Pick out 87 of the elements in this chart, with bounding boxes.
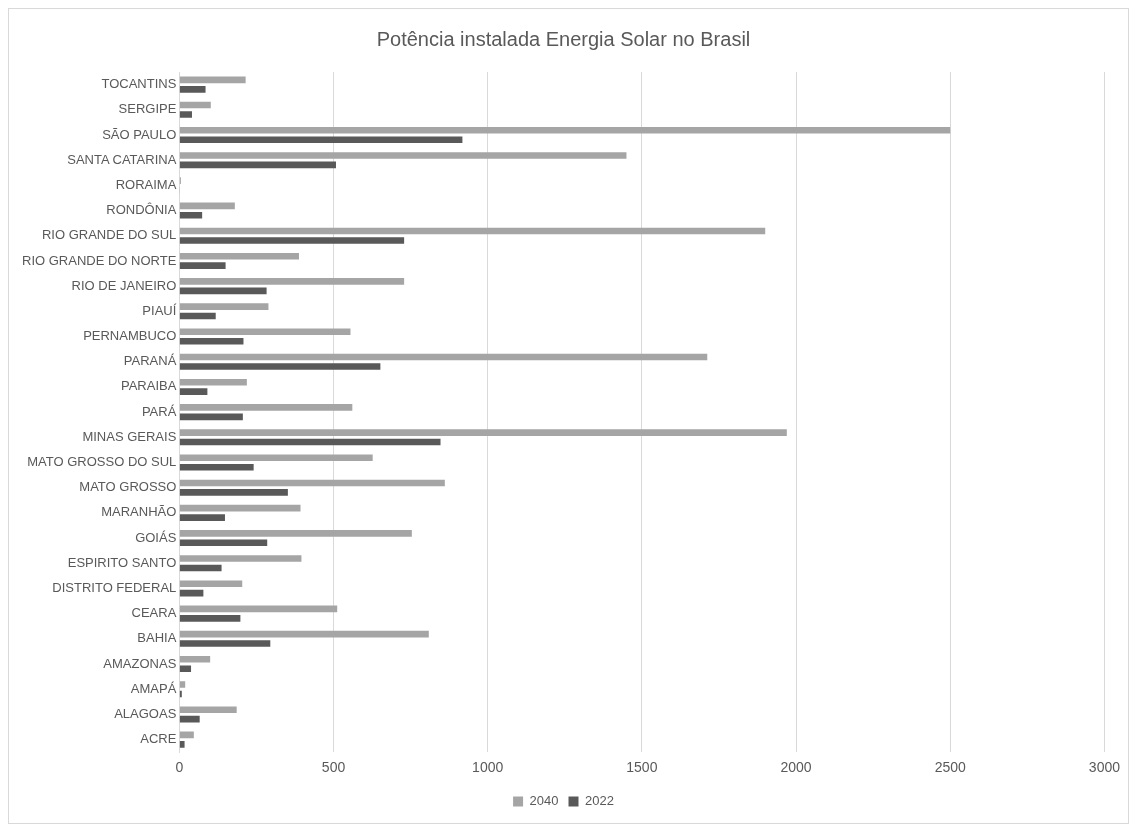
bar — [179, 161, 336, 169]
y-tick-label: ACRE — [140, 731, 177, 747]
y-tick-label: TOCANTINS — [101, 76, 177, 92]
bar — [179, 564, 222, 572]
bar — [179, 388, 208, 395]
bar — [179, 514, 225, 521]
chart-title: Potência instalada Energia Solar no Brasil — [376, 27, 751, 50]
x-tick-label: 500 — [321, 759, 346, 776]
x-tick-label: 3000 — [1088, 759, 1121, 776]
bar — [179, 665, 192, 673]
y-tick-label: SANTA CATARINA — [67, 151, 177, 167]
y-tick-label: PARAIBA — [120, 378, 177, 394]
y-tick-label: RORAIMA — [115, 176, 177, 192]
bar — [179, 489, 288, 496]
y-tick-label: PARANÁ — [123, 353, 177, 369]
bar — [179, 126, 951, 134]
bar — [179, 640, 271, 647]
bar — [179, 211, 203, 219]
bar — [179, 454, 373, 462]
y-tick-label: RONDÔNIA — [106, 202, 177, 218]
bar — [179, 530, 412, 537]
bar — [179, 630, 429, 638]
y-tick-label: MARANHÃO — [101, 504, 177, 520]
x-tick-label: 2500 — [934, 759, 967, 776]
bar — [179, 555, 302, 562]
bar — [179, 278, 405, 285]
bar — [179, 152, 627, 159]
bar — [179, 312, 216, 320]
bar — [179, 328, 351, 336]
bar — [179, 715, 200, 723]
y-tick-label: SÃO PAULO — [102, 126, 177, 142]
bar — [179, 378, 247, 386]
y-tick-label: RIO DE JANEIRO — [71, 277, 177, 293]
legend-label: 2040 — [529, 793, 559, 809]
y-tick-label: MATO GROSSO DO SUL — [27, 454, 177, 470]
bar — [179, 353, 708, 361]
bar — [179, 404, 353, 411]
y-tick-label: AMAPÁ — [130, 680, 177, 696]
bar — [179, 741, 185, 748]
y-tick-label: GOIÁS — [135, 529, 177, 545]
y-tick-label: CEARA — [131, 605, 177, 621]
y-tick-label: PARÁ — [141, 403, 177, 419]
bar — [179, 202, 235, 210]
x-tick-label: 0 — [175, 759, 184, 776]
bar — [179, 337, 244, 345]
y-tick-label: SERGIPE — [118, 101, 177, 117]
bar — [179, 86, 206, 93]
bar — [179, 656, 211, 663]
bar — [179, 237, 405, 244]
bar — [179, 413, 243, 421]
bar — [179, 76, 246, 84]
bar — [179, 580, 243, 588]
legend-label: 2022 — [585, 793, 614, 809]
bar — [179, 101, 211, 109]
y-tick-label: MINAS GERAIS — [82, 428, 177, 444]
x-tick-label: 1500 — [626, 759, 658, 776]
bar — [179, 429, 787, 436]
bar — [179, 136, 463, 144]
bar — [179, 504, 301, 512]
bar — [179, 287, 267, 295]
y-tick-label: MATO GROSSO — [79, 479, 177, 495]
y-tick-label: RIO GRANDE DO SUL — [41, 227, 177, 243]
y-tick-label: PERNAMBUCO — [83, 328, 177, 344]
bar — [179, 252, 299, 260]
bar — [179, 615, 241, 622]
bar — [179, 227, 766, 235]
x-tick-label: 1000 — [472, 759, 504, 776]
bar — [179, 479, 445, 487]
bar — [179, 463, 254, 471]
bar — [179, 303, 269, 310]
bar — [179, 605, 338, 613]
bar — [179, 111, 192, 118]
y-tick-label: ALAGOAS — [114, 705, 177, 721]
bar — [179, 706, 237, 713]
x-tick-label: 2000 — [780, 759, 812, 776]
bar — [179, 681, 186, 688]
bar — [179, 262, 226, 269]
y-tick-label: BAHIA — [137, 630, 177, 646]
y-tick-label: PIAUÍ — [142, 302, 177, 318]
bar — [179, 539, 268, 547]
y-tick-label: RIO GRANDE DO NORTE — [21, 252, 177, 268]
bar — [179, 731, 194, 739]
bar — [179, 438, 441, 446]
y-tick-label: ESPIRITO SANTO — [67, 554, 177, 570]
bar — [179, 363, 381, 370]
y-tick-label: AMAZONAS — [103, 655, 177, 671]
y-tick-label: DISTRITO FEDERAL — [52, 580, 177, 596]
